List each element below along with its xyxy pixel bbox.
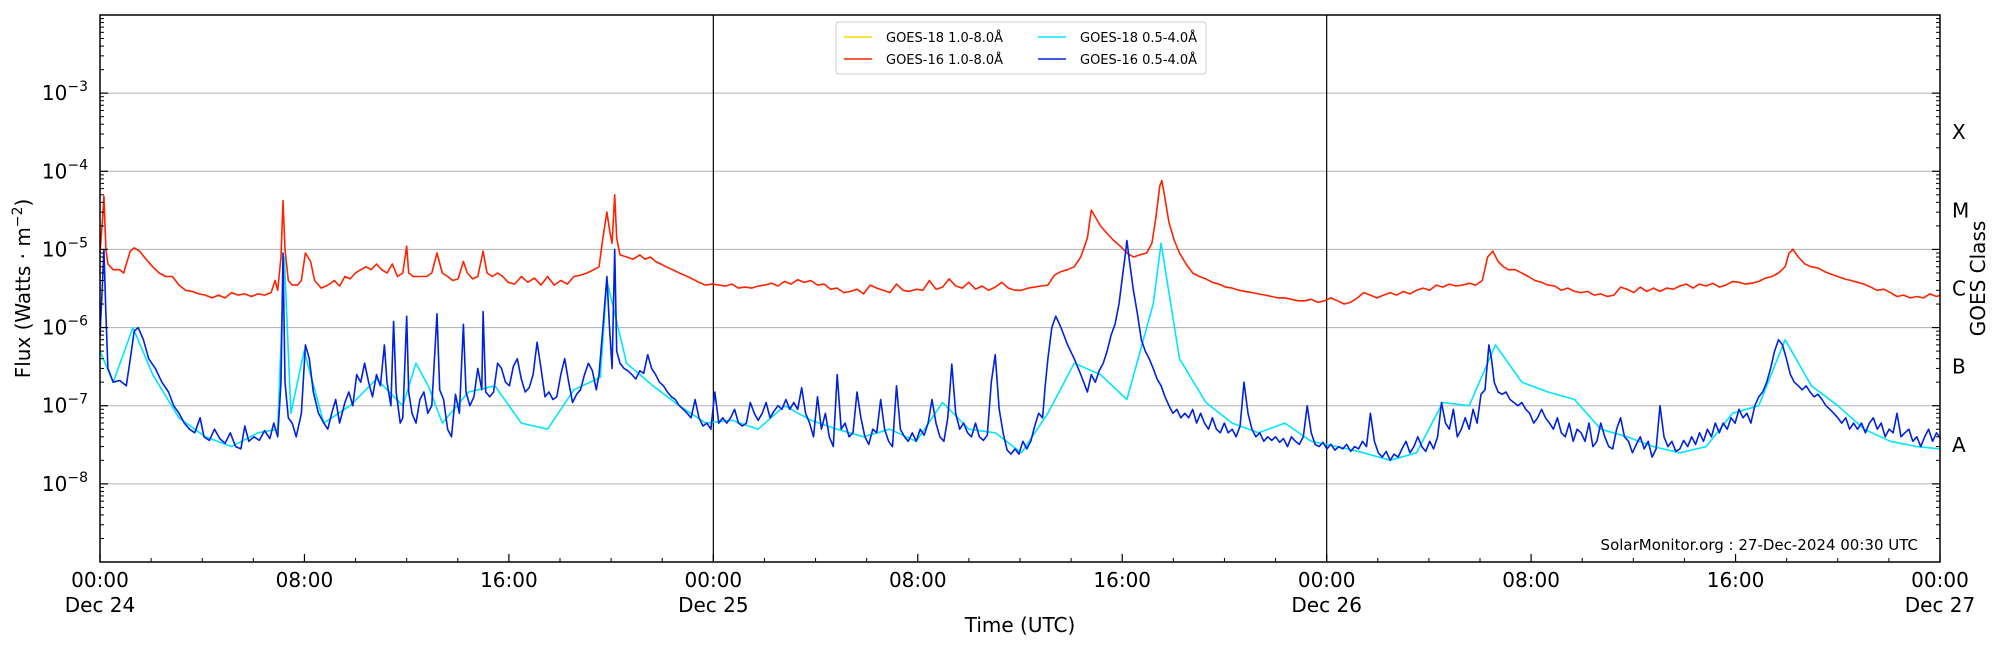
- goes-class-label: M: [1952, 198, 1969, 222]
- goes-class-label: B: [1952, 355, 1966, 379]
- series-layer: [99, 179, 1942, 462]
- y-tick-label: 10−6: [42, 314, 88, 340]
- y-tick-label: 10−8: [42, 470, 88, 496]
- y-tick-base: 10: [42, 159, 67, 183]
- x-tick-date-label: Dec 27: [1905, 593, 1976, 617]
- x-tick-time-label: 08:00: [276, 568, 334, 592]
- credit-text: SolarMonitor.org : 27-Dec-2024 00:30 UTC: [1601, 536, 1918, 554]
- x-tick-date-label: Dec 26: [1291, 593, 1362, 617]
- y-tick-label: 10−4: [42, 157, 88, 183]
- x-tick-date-label: Dec 24: [65, 593, 136, 617]
- x-tick-time-label: 00:00: [71, 568, 129, 592]
- x-tick-date-label: Dec 25: [678, 593, 749, 617]
- x-tick-time-label: 00:00: [1911, 568, 1969, 592]
- y-tick-exponent: −8: [67, 470, 88, 486]
- goes-class-label: X: [1952, 120, 1966, 144]
- series-line: [99, 179, 1941, 305]
- y-tick-label: 10−3: [42, 79, 88, 105]
- y-axis-title-main: Flux (Watts · m: [11, 227, 35, 378]
- legend-label: GOES-18 1.0-8.0Å: [886, 30, 1003, 46]
- legend-label: GOES-18 0.5-4.0Å: [1080, 30, 1197, 46]
- legend-box: [835, 21, 1207, 75]
- y-tick-label: 10−7: [42, 392, 88, 418]
- x-tick-time-label: 00:00: [1298, 568, 1356, 592]
- goes-class-label: C: [1952, 277, 1966, 301]
- y-tick-exponent: −3: [67, 79, 88, 95]
- y-axis-title-exponent: −2: [10, 207, 26, 228]
- y-tick-base: 10: [42, 472, 67, 496]
- y-tick-label: 10−5: [42, 235, 88, 261]
- x-tick-time-label: 08:00: [889, 568, 947, 592]
- y-tick-base: 10: [42, 394, 67, 418]
- y-tick-base: 10: [42, 316, 67, 340]
- y-tick-exponent: −6: [67, 314, 88, 330]
- series-line: [99, 239, 1942, 462]
- x-tick-time-label: 16:00: [480, 568, 538, 592]
- goes-class-axis-title: GOES Class: [1966, 221, 1990, 337]
- legend: GOES-18 1.0-8.0Å GOES-16 1.0-8.0Å GOES-18 …: [835, 21, 1207, 75]
- y-axis-title-close: ): [11, 199, 35, 207]
- y-tick-exponent: −5: [67, 235, 88, 251]
- x-tick-time-label: 00:00: [685, 568, 743, 592]
- legend-label: GOES-16 1.0-8.0Å: [886, 52, 1003, 68]
- y-tick-base: 10: [42, 81, 67, 105]
- x-tick-time-label: 16:00: [1707, 568, 1765, 592]
- legend-label: GOES-16 0.5-4.0Å: [1080, 52, 1197, 68]
- y-tick-base: 10: [42, 237, 67, 261]
- goes-class-label: A: [1952, 433, 1966, 457]
- x-tick-time-label: 08:00: [1502, 568, 1560, 592]
- y-axis-title: Flux (Watts · m−2): [10, 199, 35, 379]
- x-tick-time-label: 16:00: [1093, 568, 1151, 592]
- y-tick-exponent: −7: [67, 392, 88, 408]
- y-tick-exponent: −4: [67, 157, 88, 173]
- x-axis-title: Time (UTC): [964, 613, 1076, 637]
